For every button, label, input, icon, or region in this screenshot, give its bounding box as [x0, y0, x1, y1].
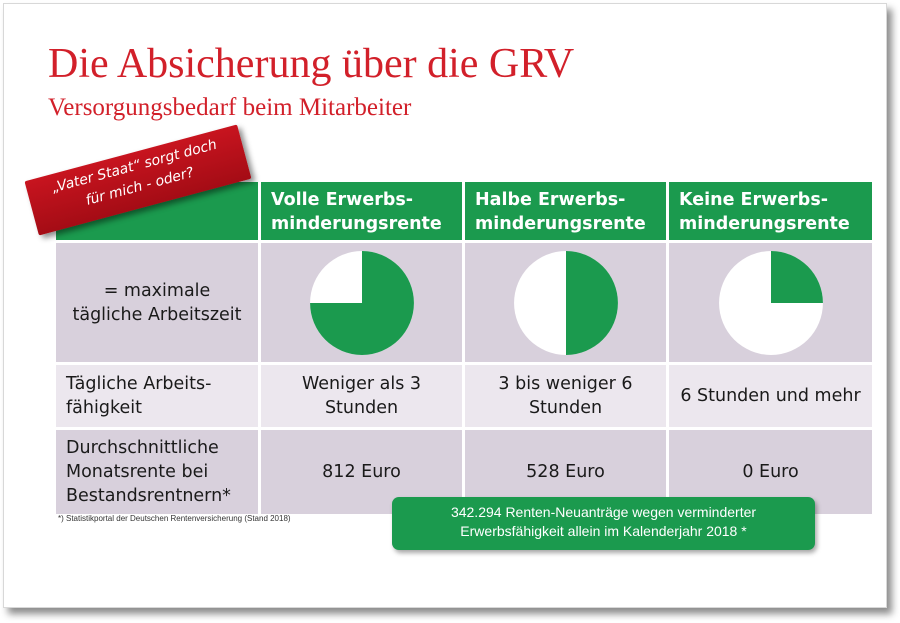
callout-line: Erwerbsfähigkeit allein im Kalenderjahr … [460, 523, 747, 539]
header-no-pension: Keine Erwerbs- minderungsrente [669, 182, 872, 240]
pie-slice-full [309, 250, 414, 355]
label-line: Bestandsrentnern* [66, 486, 231, 506]
slide-title: Die Absicherung über die GRV [48, 41, 575, 87]
pie-chart-none [718, 250, 823, 355]
pie-cell [669, 243, 872, 362]
header-line: minderungsrente [475, 214, 646, 234]
hours-cell: Weniger als 3 Stunden [261, 365, 462, 427]
cell-line: Stunden [528, 398, 603, 418]
pie-chart-full [309, 250, 414, 355]
label-line: fähigkeit [66, 398, 142, 418]
header-half-pension: Halbe Erwerbs- minderungsrente [465, 182, 666, 240]
pie-slice-none [770, 250, 823, 303]
cell-line: 528 Euro [526, 462, 605, 482]
hours-cell: 3 bis weniger 6 Stunden [465, 365, 666, 427]
label-line: = maximale [103, 280, 211, 301]
label-line: tägliche Arbeitszeit [72, 304, 242, 325]
header-line: Keine Erwerbs- [679, 190, 828, 210]
cell-line: 0 Euro [742, 462, 799, 482]
pie-slice-half [565, 250, 618, 355]
row-label-working-ability: Tägliche Arbeits- fähigkeit [56, 365, 258, 427]
slide-subtitle: Versorgungsbedarf beim Mitarbeiter [48, 94, 412, 121]
pie-chart-half [513, 250, 618, 355]
cell-line: 3 bis weniger 6 [498, 374, 633, 394]
slide: Die Absicherung über die GRV Versorgungs… [3, 3, 887, 608]
header-full-pension: Volle Erwerbs- minderungsrente [261, 182, 462, 240]
pie-cell [261, 243, 462, 362]
hours-cell: 6 Stunden und mehr [669, 365, 872, 427]
cell-line: 6 Stunden und mehr [680, 386, 861, 406]
header-line: Volle Erwerbs- [271, 190, 414, 210]
label-line: Durchschnittliche [66, 438, 219, 458]
cell-line: 812 Euro [322, 462, 401, 482]
label-line: Tägliche Arbeits- [66, 374, 212, 394]
callout-line: 342.294 Renten-Neuanträge wegen verminde… [450, 504, 757, 520]
header-line: Halbe Erwerbs- [475, 190, 626, 210]
row-label-average-pension: Durchschnittliche Monatsrente bei Bestan… [56, 430, 258, 514]
pension-table: Volle Erwerbs- minderungsrente Halbe Erw… [56, 182, 872, 514]
header-line: minderungsrente [271, 214, 442, 234]
cell-line: Weniger als 3 [301, 374, 422, 394]
row-label-working-time: = maximale tägliche Arbeitszeit [56, 243, 258, 362]
footnote: *) Statistikportal der Deutschen Rentenv… [58, 514, 291, 523]
header-line: minderungsrente [679, 214, 850, 234]
label-line: Monatsrente bei [66, 462, 209, 482]
cell-line: Stunden [324, 398, 399, 418]
applications-callout: 342.294 Renten-Neuanträge wegen verminde… [392, 497, 815, 550]
pie-cell [465, 243, 666, 362]
